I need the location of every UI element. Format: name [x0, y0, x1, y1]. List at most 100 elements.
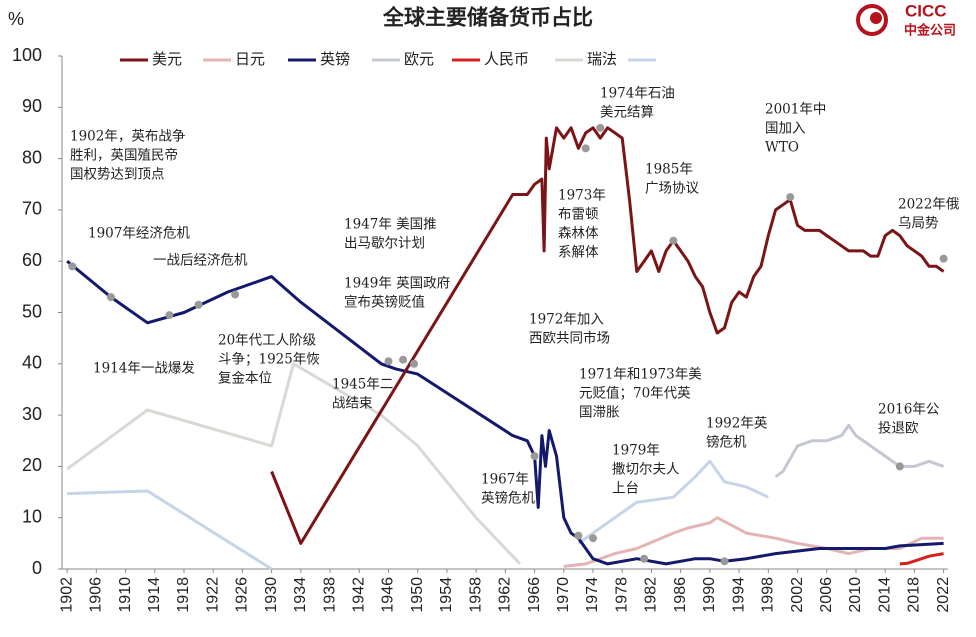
- x-tick-label: 2002: [789, 577, 806, 613]
- annotation-point: [231, 290, 240, 299]
- annotation-point: [530, 452, 539, 461]
- annotation: 20年代工人阶级: [218, 333, 317, 349]
- x-tick-label: 1930: [263, 577, 280, 613]
- annotation-point: [384, 357, 393, 366]
- annotation: 1979年: [612, 443, 660, 459]
- x-tick-label: 1902: [58, 577, 75, 613]
- logo-text: CICC: [905, 1, 947, 20]
- annotation: 1914年一战爆发: [93, 361, 195, 377]
- series-line: [66, 260, 944, 566]
- annotation-point: [574, 531, 583, 540]
- legend-label: 英镑: [320, 50, 350, 68]
- annotation: 1947年 美国推: [344, 217, 437, 233]
- annotation-point: [596, 123, 605, 132]
- annotation: 投退欧: [878, 421, 919, 437]
- annotation: WTO: [765, 140, 799, 156]
- x-tick-label: 1950: [409, 577, 426, 613]
- x-tick-label: 1938: [321, 577, 338, 613]
- annotation-point: [786, 193, 795, 202]
- legend-label: 瑞法: [587, 50, 617, 68]
- annotation: 系解体: [558, 245, 599, 261]
- x-tick-label: 1998: [760, 577, 777, 613]
- annotation: 2022年俄: [898, 197, 960, 213]
- annotation: 1945年二: [332, 377, 393, 393]
- y-tick-label: 70: [22, 199, 42, 219]
- annotation-point: [939, 254, 948, 263]
- annotation-point: [194, 300, 203, 309]
- chart-title: 全球主要储备货币占比: [382, 5, 593, 30]
- x-tick-label: 1954: [438, 577, 455, 613]
- annotation: 乌局势: [898, 216, 939, 232]
- x-tick-label: 1934: [292, 577, 309, 613]
- x-tick-label: 2014: [876, 577, 893, 613]
- annotation-point: [669, 236, 678, 245]
- annotation: 复金本位: [218, 370, 272, 387]
- annotation: 1967年: [481, 472, 529, 488]
- y-tick-label: 50: [22, 301, 42, 321]
- x-tick-label: 1990: [701, 577, 718, 613]
- x-tick-label: 1994: [730, 577, 747, 613]
- annotation: 森林体: [558, 226, 599, 242]
- x-tick-label: 1982: [643, 577, 660, 613]
- x-tick-label: 1922: [204, 577, 221, 613]
- annotation: 广场协议: [645, 181, 699, 197]
- annotation: 1985年: [645, 162, 693, 178]
- legend-label: 美元: [152, 50, 182, 68]
- x-tick-label: 1926: [234, 577, 251, 613]
- y-tick-label: 60: [22, 250, 42, 270]
- x-tick-label: 1946: [380, 577, 397, 613]
- series-line: [563, 516, 944, 568]
- annotation: 1973年: [558, 188, 606, 204]
- annotation: 撒切尔夫人: [612, 462, 680, 478]
- annotation: 出马歇尔计划: [344, 236, 425, 252]
- annotation: 斗争；1925年恢: [218, 352, 320, 368]
- y-tick-label: 20: [22, 455, 42, 475]
- series-line: [899, 552, 944, 566]
- x-tick-label: 1942: [350, 577, 367, 613]
- x-tick-label: 2010: [847, 577, 864, 613]
- logo-text: 中金公司: [904, 23, 956, 39]
- x-tick-label: 2018: [906, 577, 923, 613]
- annotation: 英镑危机: [481, 490, 535, 507]
- x-tick-label: 1958: [467, 577, 484, 613]
- annotation: 美元结算: [600, 105, 654, 121]
- annotation: 镑危机: [706, 435, 747, 451]
- annotation: 2001年中: [765, 102, 826, 118]
- annotation: 1971年和1973年美: [579, 367, 702, 383]
- annotation: 1992年英: [706, 415, 768, 432]
- annotation: 1949年 英国政府: [344, 275, 450, 292]
- annotation: 2016年公: [878, 402, 940, 418]
- x-tick-label: 1962: [497, 577, 514, 613]
- series-line: [270, 126, 945, 545]
- x-tick-label: 1910: [117, 577, 134, 613]
- annotation: 西欧共同市场: [529, 330, 610, 347]
- annotation: 国加入: [765, 121, 806, 137]
- annotation-point: [106, 293, 115, 302]
- x-tick-label: 1986: [672, 577, 689, 613]
- y-tick-label: 40: [22, 353, 42, 373]
- annotation: 1902年，英布战争: [70, 128, 185, 145]
- legend-label: 日元: [235, 50, 265, 68]
- y-tick-label: 100: [12, 45, 42, 65]
- annotation-point: [720, 557, 729, 566]
- x-tick-label: 1918: [175, 577, 192, 613]
- annotation: 一战后经济危机: [153, 253, 248, 269]
- annotation-point: [410, 359, 419, 368]
- annotation: 上台: [612, 481, 639, 497]
- y-axis-label: %: [8, 9, 24, 29]
- annotation: 胜利，英国殖民帝: [70, 147, 178, 164]
- x-tick-label: 1914: [146, 577, 163, 613]
- annotation: 国权势达到顶点: [70, 166, 165, 183]
- y-tick-label: 10: [22, 506, 42, 526]
- y-tick-label: 90: [22, 96, 42, 116]
- annotation: 战结束: [332, 396, 373, 412]
- series-line: [774, 423, 945, 478]
- legend-label: 人民币: [484, 50, 529, 68]
- x-tick-label: 2006: [818, 577, 835, 613]
- annotation: 布雷顿: [558, 207, 599, 223]
- annotation-point: [589, 534, 598, 543]
- annotation-point: [581, 144, 590, 153]
- x-tick-label: 1978: [613, 577, 630, 613]
- logo-mark: [870, 12, 882, 24]
